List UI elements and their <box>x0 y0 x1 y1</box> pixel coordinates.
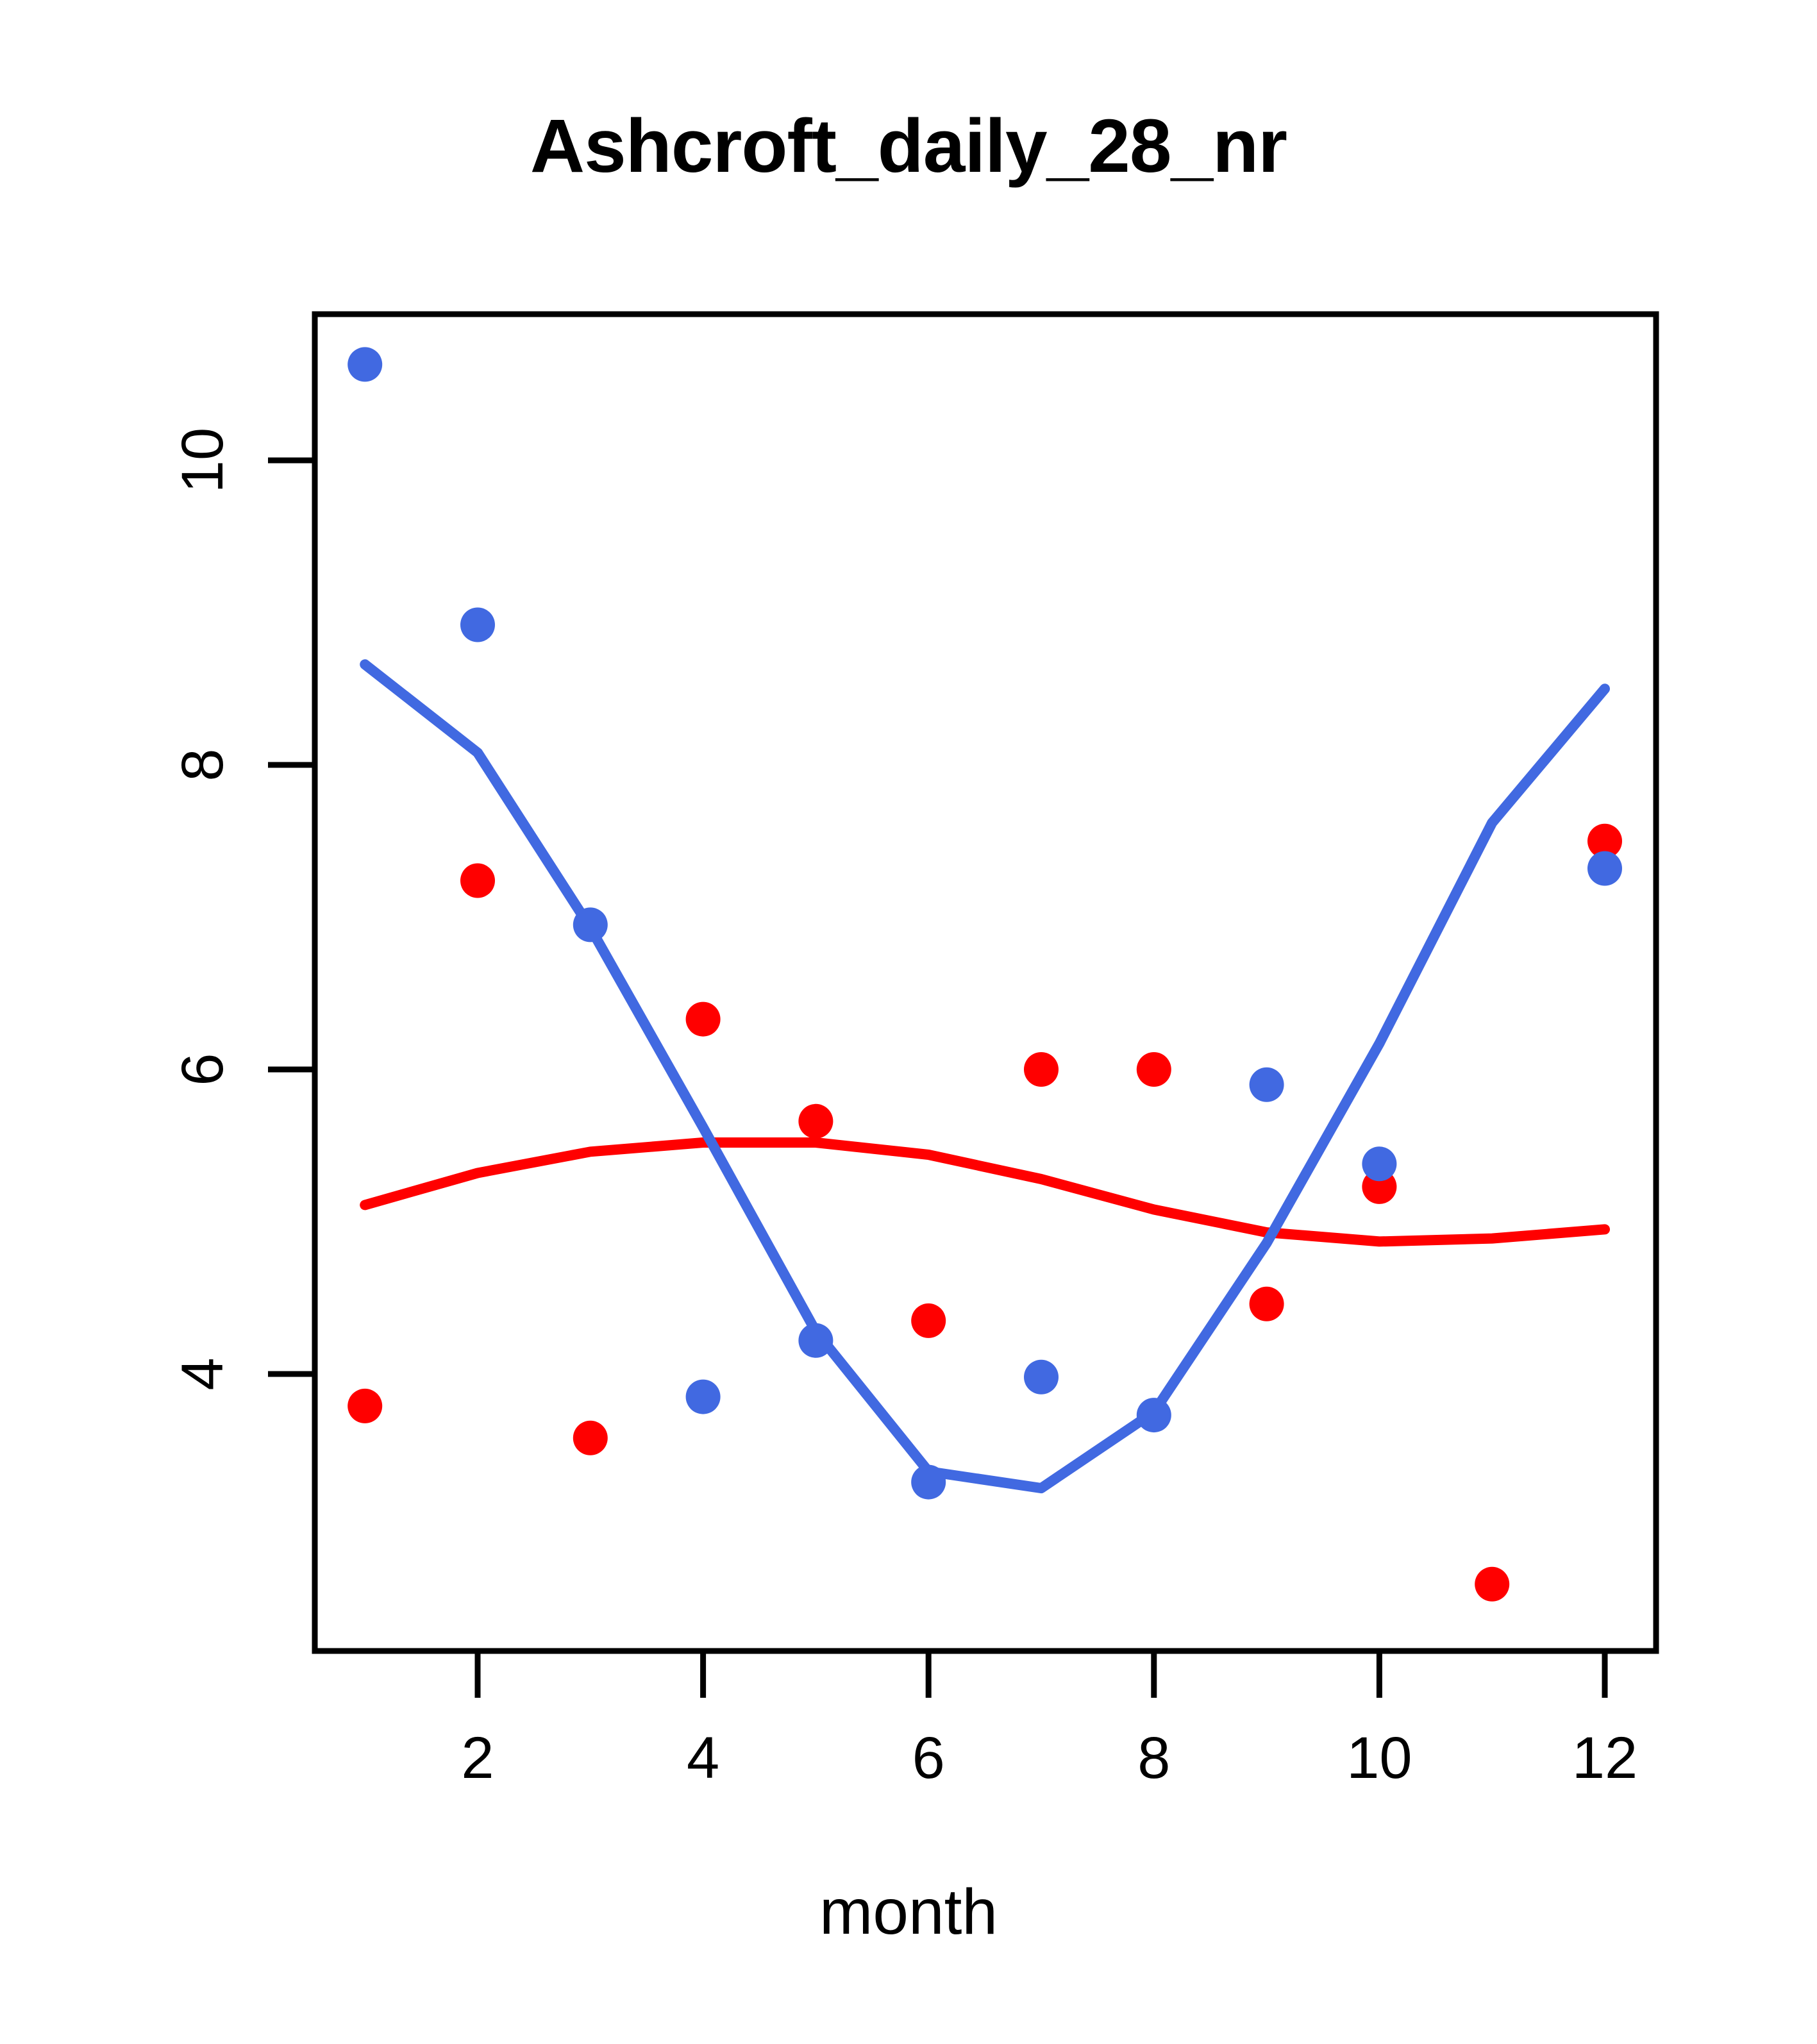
red-data-points <box>347 823 1622 1602</box>
x-tick-label: 2 <box>461 1725 494 1791</box>
blue-data-point <box>798 1323 833 1358</box>
x-tick-label: 10 <box>1346 1725 1412 1791</box>
x-tick-label: 8 <box>1137 1725 1171 1791</box>
blue-data-point <box>1024 1359 1059 1395</box>
page-title: Ashcroft_daily_28_nr <box>530 104 1287 188</box>
y-tick-label: 10 <box>170 427 235 494</box>
blue-data-point <box>911 1464 946 1500</box>
plot-frame <box>312 311 1659 1654</box>
red-data-point <box>1024 1052 1059 1087</box>
red-data-point <box>798 1103 833 1139</box>
blue-trend-line <box>360 659 1610 1494</box>
red-trend-line <box>360 1137 1610 1247</box>
blue-data-point <box>347 347 383 382</box>
red-data-point <box>1475 1566 1510 1602</box>
blue-data-point <box>1136 1398 1171 1433</box>
blue-data-point <box>573 907 608 942</box>
x-tick-label: 12 <box>1571 1725 1638 1791</box>
blue-data-point <box>1362 1146 1397 1182</box>
y-tick-label: 6 <box>170 1053 235 1086</box>
blue-data-point <box>1249 1067 1284 1102</box>
blue-data-point <box>460 607 495 642</box>
red-data-point <box>460 863 495 898</box>
x-tick-label: 4 <box>687 1725 720 1791</box>
red-data-point <box>911 1303 946 1338</box>
x-axis-title: month <box>819 1876 998 1948</box>
y-tick-label: 4 <box>170 1357 235 1391</box>
blue-data-point <box>685 1379 721 1414</box>
blue-data-points <box>347 347 1622 1500</box>
x-tick-label: 6 <box>912 1725 945 1791</box>
red-data-point <box>1587 823 1622 859</box>
red-data-point <box>1136 1052 1171 1087</box>
red-data-point <box>685 1001 721 1037</box>
y-axis-ticks <box>268 457 315 1377</box>
x-axis-ticks <box>474 1651 1608 1698</box>
red-data-point <box>573 1420 608 1455</box>
red-data-point <box>347 1388 383 1423</box>
y-tick-label: 8 <box>170 748 235 782</box>
red-data-point <box>1249 1286 1284 1321</box>
blue-data-point <box>1587 851 1622 886</box>
